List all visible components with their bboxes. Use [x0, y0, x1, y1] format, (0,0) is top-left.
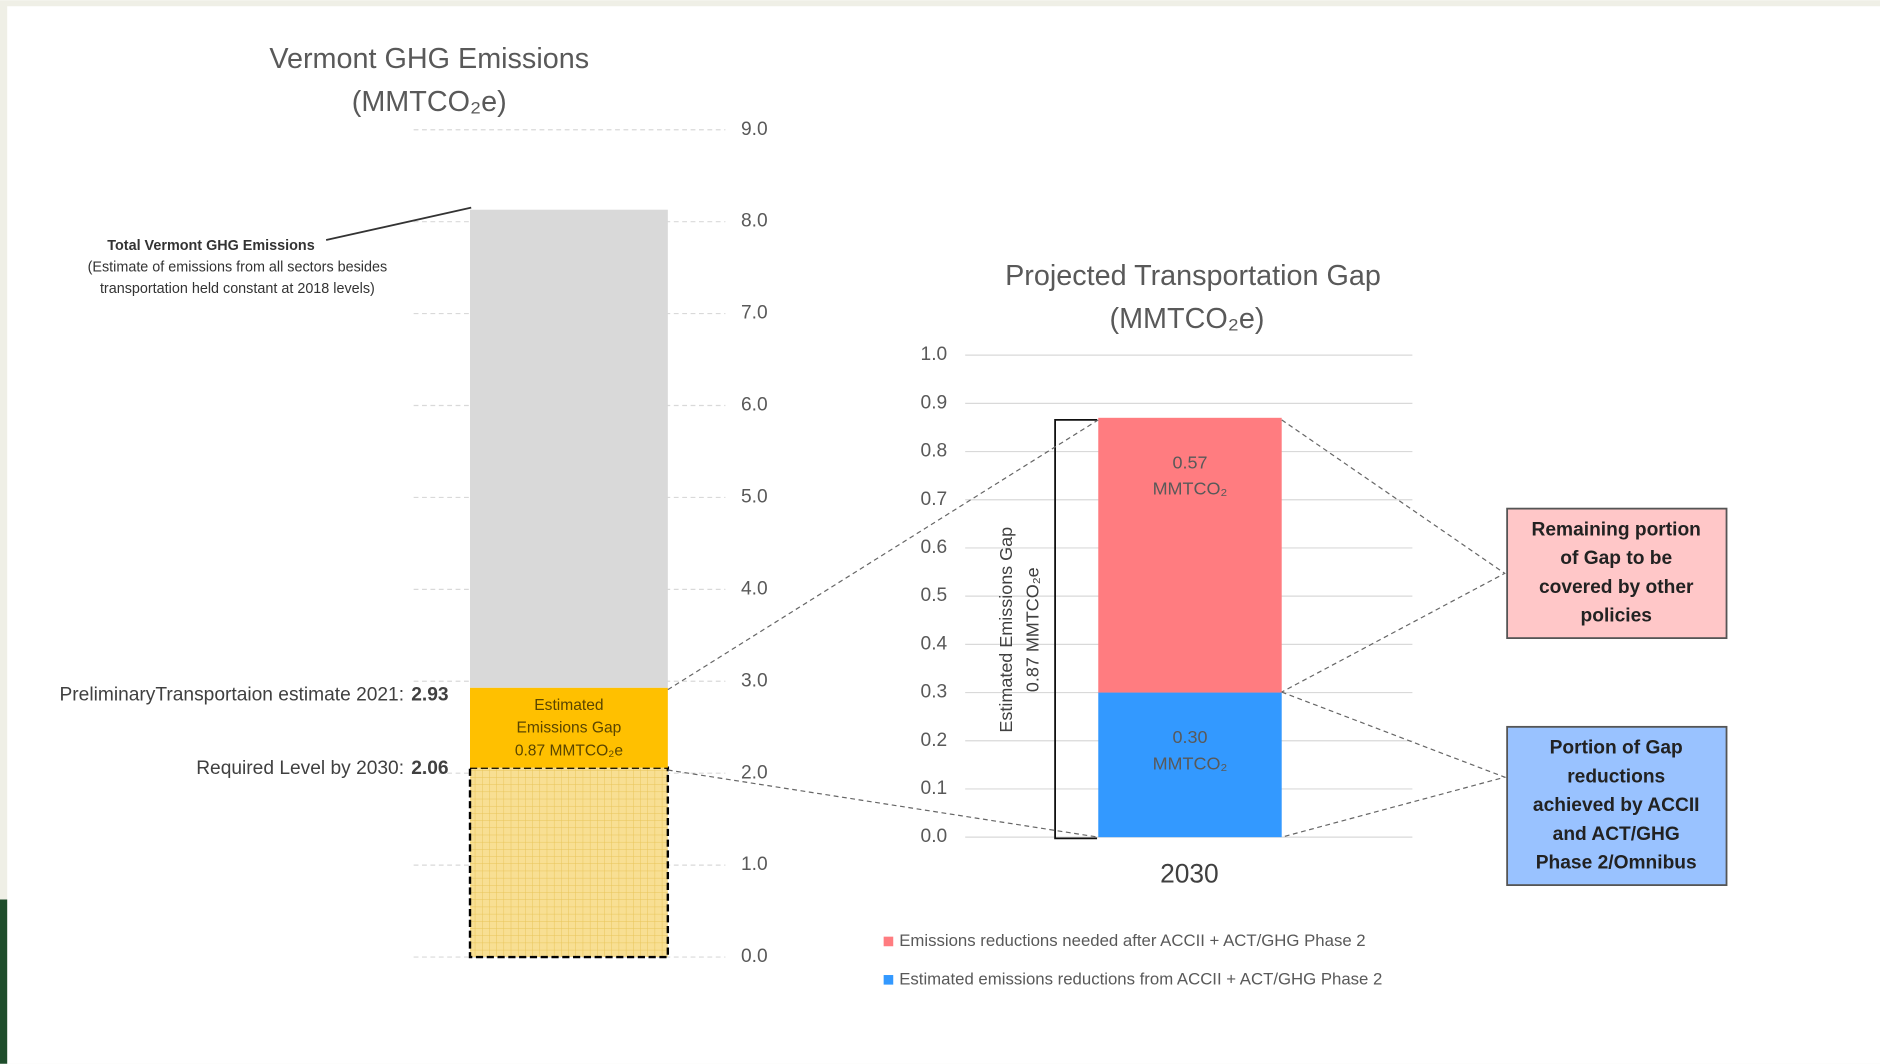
chart-subtitle: (MMTCO₂e): [1110, 303, 1265, 335]
chart-subtitle: (MMTCO₂e): [352, 86, 507, 118]
chart-title: Projected Transportation Gap: [1005, 260, 1381, 292]
chart-title: Vermont GHG Emissions: [269, 43, 589, 75]
y-tick-label: 0.0: [741, 946, 768, 967]
y-tick-label: 4.0: [741, 578, 768, 599]
callout-text: Portion of Gap: [1550, 737, 1683, 758]
y-tick-label: 6.0: [741, 395, 768, 416]
y-tick-label: 0.2: [921, 730, 948, 751]
segment-label: 0.87 MMTCO₂e: [515, 742, 623, 759]
annotation-line: [325, 206, 472, 241]
bar-segment: [1098, 417, 1282, 693]
callout-text: and ACT/GHG: [1553, 824, 1680, 845]
segment-label: Emissions Gap: [517, 720, 622, 737]
required-label: Required Level by 2030:: [196, 758, 404, 779]
y-tick-label: 3.0: [741, 670, 768, 691]
y-tick-label: 9.0: [741, 119, 768, 140]
y-tick-label: 0.5: [921, 585, 948, 606]
y-tick-label: 5.0: [741, 486, 768, 507]
bracket-label: Estimated Emissions Gap: [996, 527, 1016, 733]
y-tick-label: 7.0: [741, 303, 768, 324]
callout-text: achieved by ACCII: [1533, 795, 1700, 816]
data-label: 0.30 MMTCO₂: [1153, 727, 1228, 773]
data-label: 0.57 MMTCO₂: [1153, 452, 1228, 498]
y-tick-label: 0.0: [921, 826, 948, 847]
y-tick-label: 0.3: [921, 682, 948, 703]
connector: [1281, 419, 1506, 693]
callout-text: of Gap to be: [1560, 548, 1672, 569]
bar-segment: [470, 209, 668, 688]
bracket: [1054, 418, 1098, 840]
connector: [667, 419, 1099, 691]
legend-label: Estimated emissions reductions from ACCI…: [899, 969, 1382, 988]
y-tick-label: 2.0: [741, 762, 768, 783]
callout-box: [1506, 725, 1728, 886]
bracket-label: 0.87 MMTCO₂e: [1022, 567, 1042, 692]
chart-emissions: Vermont GHG Emissions (MMTCO₂e) 0.0 1.0 2.0 3…: [60, 43, 768, 967]
side-strip: [0, 899, 8, 1064]
y-tick-label: 0.6: [921, 537, 948, 558]
y-tick-label: 0.7: [921, 489, 948, 510]
bar-segment: [470, 687, 668, 768]
required-value: 2.06: [411, 758, 448, 779]
legend-swatch: [883, 975, 894, 985]
bar-segment: [468, 766, 670, 959]
x-tick-label: 2030: [1160, 858, 1219, 888]
connector: [667, 769, 1099, 838]
callout-text: Remaining portion: [1532, 519, 1701, 540]
segment-label: Estimated: [534, 697, 603, 714]
y-tick-label: 1.0: [921, 344, 948, 365]
callout-text: covered by other: [1539, 577, 1694, 598]
chart-gap: Projected Transportation Gap (MMTCO₂e) 0.0…: [667, 260, 1728, 988]
callout-text: reductions: [1567, 766, 1665, 787]
annotation-note: (Estimate of emissions from all sectors …: [88, 259, 388, 275]
bar-segment: [1098, 692, 1282, 838]
y-tick-label: 0.8: [921, 441, 948, 462]
callout-text: Phase 2/Omnibus: [1536, 853, 1697, 874]
y-tick-label: 0.9: [921, 392, 948, 413]
annotation-title: Total Vermont GHG Emissions: [107, 238, 314, 254]
estimate-label: PreliminaryTransportaion estimate 2021:: [60, 685, 405, 706]
legend-label: Emissions reductions needed after ACCII …: [899, 931, 1365, 950]
y-tick-label: 0.4: [921, 633, 948, 654]
y-tick-label: 1.0: [741, 854, 768, 875]
callout-box: [1506, 507, 1728, 640]
legend-swatch: [883, 936, 894, 947]
y-tick-label: 8.0: [741, 211, 768, 232]
annotation-note: transportation held constant at 2018 lev…: [100, 281, 375, 297]
y-tick-label: 0.1: [921, 778, 948, 799]
estimate-value: 2.93: [411, 685, 448, 706]
connector: [1281, 691, 1507, 838]
callout-text: policies: [1581, 606, 1652, 627]
